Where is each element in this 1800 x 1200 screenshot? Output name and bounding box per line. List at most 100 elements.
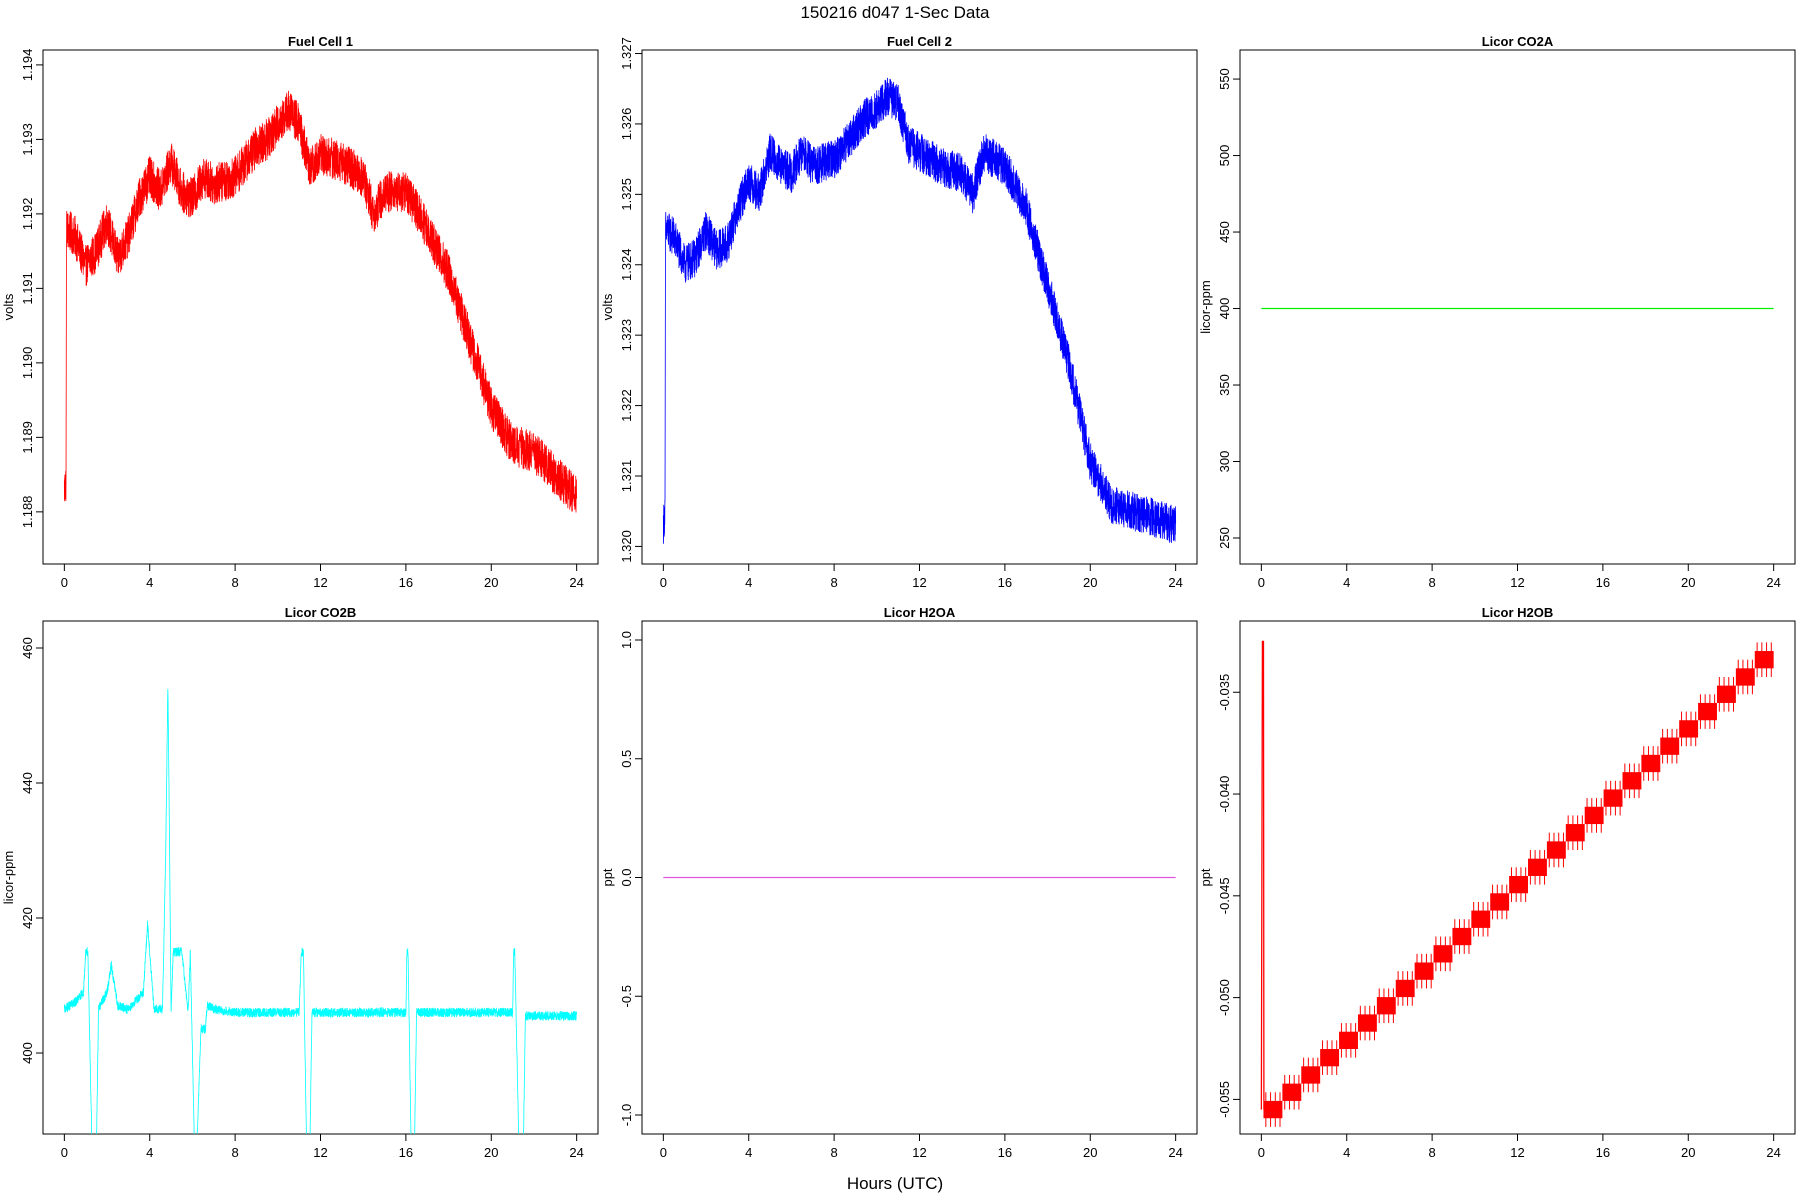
y-tick-label: 1.325	[619, 178, 634, 211]
y-tick-label: 450	[1217, 221, 1232, 243]
y-tick-label: 1.320	[619, 530, 634, 563]
y-tick-label: 1.192	[20, 198, 35, 231]
series-step-band	[1546, 841, 1566, 859]
x-tick-label: 24	[569, 575, 583, 590]
y-tick-label: 1.0	[619, 631, 634, 649]
series-line	[662, 77, 1177, 544]
series-step-band	[1716, 685, 1736, 703]
y-axis-label: ppt	[1198, 868, 1213, 886]
series-step-band	[1471, 910, 1491, 928]
x-tick-label: 0	[660, 1145, 667, 1160]
y-tick-label: -0.035	[1217, 674, 1232, 711]
series-step-band	[1679, 720, 1699, 738]
plot-frame	[1239, 49, 1796, 565]
series-step-band	[1376, 997, 1396, 1015]
series-step-band	[1339, 1031, 1358, 1050]
series-line	[1260, 640, 1265, 1110]
series-step-band	[1735, 668, 1755, 686]
series-step-band	[1282, 1083, 1302, 1101]
y-tick-label: 1.324	[619, 248, 634, 281]
series-step-band	[1490, 893, 1510, 911]
panel-title: Licor CO2B	[285, 605, 357, 620]
series-step-band	[1584, 806, 1604, 825]
y-tick-label: 400	[20, 1042, 35, 1064]
y-tick-label: -0.5	[619, 985, 634, 1007]
x-tick-label: 4	[1343, 575, 1350, 590]
x-tick-label: 24	[1766, 575, 1780, 590]
y-tick-label: 1.327	[619, 37, 634, 70]
plot-area	[662, 77, 1177, 544]
x-tick-label: 16	[399, 1145, 413, 1160]
x-tick-label: 20	[1083, 1145, 1097, 1160]
x-tick-label: 0	[660, 575, 667, 590]
series-line	[63, 688, 578, 1134]
y-axis-label: licor-ppm	[1, 851, 16, 904]
x-tick-label: 8	[830, 575, 837, 590]
y-tick-label: 0.5	[619, 750, 634, 768]
y-tick-label: -0.050	[1217, 979, 1232, 1016]
panel-title: Licor H2OB	[1482, 605, 1554, 620]
x-tick-label: 16	[998, 575, 1012, 590]
series-step-band	[1263, 1100, 1283, 1119]
figure-title: 150216 d047 1-Sec Data	[800, 3, 990, 22]
y-tick-label: -1.0	[619, 1104, 634, 1126]
series-line	[63, 90, 578, 513]
x-tick-label: 8	[1428, 575, 1435, 590]
panel-licor-h2ob: Licor H2OB ppt 0 4 8 12 16 20 24 -0.055 -0.050 -0.0…	[1198, 605, 1796, 1160]
panel-title: Licor H2OA	[884, 605, 956, 620]
panel-licor-co2a: Licor CO2A licor-ppm 0 4 8 12 16 20 24 250 300 350 4…	[1198, 34, 1796, 590]
x-tick-label: 16	[1596, 1145, 1610, 1160]
x-tick-label: 8	[231, 575, 238, 590]
panel-fuel-cell-1: Fuel Cell 1 volts 0 4 8 12 16 20 24 1.188 1.189 1.1…	[1, 34, 599, 590]
x-tick-label: 4	[1343, 1145, 1350, 1160]
y-tick-label: 1.193	[20, 123, 35, 156]
x-tick-label: 4	[146, 1145, 153, 1160]
panel-title: Fuel Cell 1	[288, 34, 353, 49]
y-tick-label: 550	[1217, 68, 1232, 90]
panel-licor-h2oa: Licor H2OA ppt 0 4 8 12 16 20 24 -1.0 -0.5 0.0 0.5 1.…	[600, 605, 1198, 1160]
y-tick-label: 400	[1217, 298, 1232, 320]
x-tick-label: 8	[231, 1145, 238, 1160]
series-step-band	[1603, 789, 1623, 807]
series-step-band	[1660, 737, 1680, 755]
series-step-band	[1433, 945, 1453, 963]
x-tick-label: 12	[313, 1145, 327, 1160]
x-tick-label: 20	[484, 575, 498, 590]
series-step-band	[1320, 1049, 1340, 1067]
panel-fuel-cell-2: Fuel Cell 2 volts 0 4 8 12 16 20 24 1.320 1.321 1.3…	[600, 34, 1198, 590]
x-tick-label: 0	[61, 575, 68, 590]
series-step-band	[1641, 754, 1661, 773]
plot-area	[63, 90, 578, 513]
x-tick-label: 24	[1168, 575, 1182, 590]
x-tick-label: 4	[745, 575, 752, 590]
y-axis-label: licor-ppm	[1198, 280, 1213, 333]
y-tick-label: 300	[1217, 451, 1232, 473]
y-tick-label: 440	[20, 772, 35, 794]
x-tick-label: 8	[830, 1145, 837, 1160]
x-tick-label: 0	[1258, 575, 1265, 590]
series-step-band	[1622, 772, 1642, 790]
y-tick-label: 1.188	[20, 496, 35, 529]
y-tick-label: 420	[20, 907, 35, 929]
series-step-band	[1414, 962, 1434, 980]
y-tick-label: 1.189	[20, 421, 35, 454]
x-tick-label: 8	[1428, 1145, 1435, 1160]
panel-licor-co2b: Licor CO2B licor-ppm 0 4 8 12 16 20 24 400 420 440 4…	[1, 605, 599, 1160]
y-tick-label: -0.045	[1217, 877, 1232, 914]
x-tick-label: 24	[1766, 1145, 1780, 1160]
x-tick-label: 20	[1083, 575, 1097, 590]
y-tick-label: 460	[20, 637, 35, 659]
plot-area	[1260, 640, 1774, 1127]
x-tick-label: 16	[399, 575, 413, 590]
plot-frame	[641, 49, 1198, 565]
series-step-band	[1754, 651, 1774, 669]
series-step-band	[1395, 979, 1415, 998]
x-tick-label: 12	[1510, 575, 1524, 590]
x-tick-label: 24	[1168, 1145, 1182, 1160]
x-tick-label: 4	[745, 1145, 752, 1160]
y-axis-label: volts	[600, 293, 615, 320]
y-tick-label: 1.322	[619, 389, 634, 422]
x-tick-label: 12	[912, 1145, 926, 1160]
y-tick-label: -0.055	[1217, 1081, 1232, 1118]
